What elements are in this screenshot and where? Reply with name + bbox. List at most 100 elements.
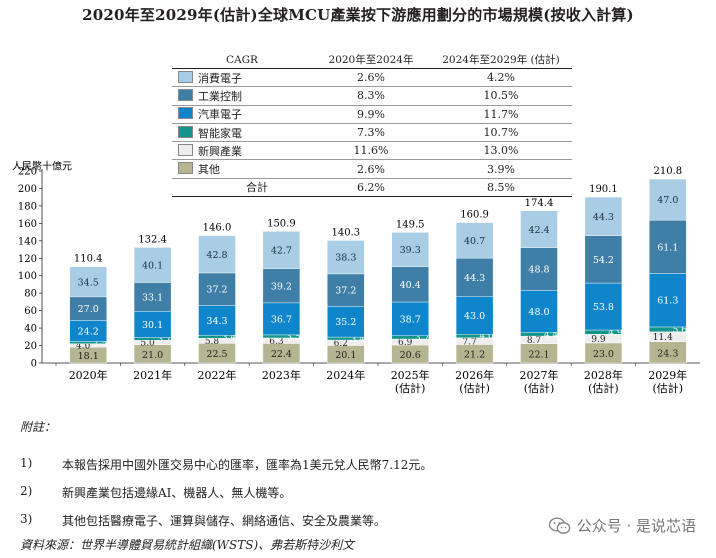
bar-segment [198, 235, 236, 274]
data-label: 38.7 [400, 314, 421, 325]
x-tick-label: 2026年 [455, 368, 494, 382]
data-label: 2.5 [93, 339, 108, 349]
data-label: 54.2 [593, 255, 614, 266]
bar-segment [262, 268, 301, 304]
bar-segment [520, 210, 558, 248]
bar-segment [69, 266, 107, 298]
x-tick-label: (估計) [653, 381, 684, 395]
bar-segment [649, 219, 687, 274]
x-tick-label: (估計) [524, 381, 555, 395]
data-label: 40.7 [464, 236, 485, 247]
data-label: 22.5 [206, 349, 227, 360]
data-label: 11.4 [653, 333, 673, 343]
data-label: 27.0 [78, 304, 99, 315]
cagr-row: 智能家電 7.3% 10.7% [172, 123, 572, 143]
bar-segment [327, 273, 365, 307]
bar-segment [391, 232, 429, 267]
x-tick-label: 2024年 [326, 368, 365, 382]
data-label: 5.6 [673, 326, 688, 336]
cagr-row: 新興產業 11.6% 13.0% [172, 141, 572, 161]
x-tick-label: 2029年 [648, 368, 687, 382]
total-label: 132.4 [138, 234, 167, 245]
total-label: 174.4 [525, 198, 554, 209]
y-axis-label: 人民幣十億元 [12, 160, 72, 172]
legend-swatch [178, 70, 193, 83]
cagr-row-name: 新興產業 [198, 144, 242, 158]
data-label: 3.4 [351, 335, 366, 345]
bar-segment [327, 306, 365, 338]
y-tick-label: 40 [24, 324, 37, 335]
bar-segment [133, 282, 172, 312]
x-tick-label: 2020年 [69, 368, 108, 382]
bar-segment [391, 301, 429, 336]
note-number: 1) [20, 456, 33, 470]
data-label: 43.0 [464, 311, 485, 322]
cagr-row-value-2020-2024: 8.3% [312, 86, 430, 106]
wechat-icon [548, 517, 571, 534]
data-label: 48.8 [528, 265, 549, 276]
x-tick-label: 2023年 [262, 368, 301, 382]
data-label: 8.7 [527, 336, 542, 346]
watermark: 公众号 · 是说芯语 [548, 515, 696, 536]
cagr-row-label: 新興產業 [172, 141, 312, 161]
data-label: 39.3 [400, 245, 421, 256]
x-tick-label: 2022年 [198, 368, 237, 382]
cagr-row-value-2020-2024: 11.6% [312, 141, 430, 161]
total-label: 160.9 [460, 210, 489, 221]
bar-segment [455, 296, 494, 335]
cagr-total-value-2024-2029: 8.5% [430, 178, 572, 198]
data-label: 23.0 [593, 349, 614, 360]
bar-segment [649, 273, 687, 328]
cagr-header-row: CAGR 2020年至2024年 2024年至2029年 (估計) [172, 52, 572, 69]
total-label: 140.3 [331, 228, 360, 239]
data-label: 47.0 [657, 195, 678, 206]
legend-swatch [178, 162, 193, 175]
cagr-row-value-2024-2029: 13.0% [430, 141, 572, 161]
total-label: 146.0 [203, 223, 232, 234]
data-label: 39.2 [271, 281, 292, 292]
bar-segment [455, 222, 494, 259]
data-label: 6.9 [398, 338, 413, 348]
note-number: 3) [20, 512, 33, 526]
cagr-row-value-2024-2029: 4.2% [430, 68, 572, 88]
x-tick-label: (估計) [395, 381, 426, 395]
x-tick-label: (估計) [588, 381, 619, 395]
data-label: 38.3 [335, 253, 356, 264]
note-text: 本報告採用中國外匯交易中心的匯率，匯率為1美元兌人民幣7.12元。 [62, 458, 433, 472]
cagr-row-value-2024-2029: 10.5% [430, 86, 572, 106]
data-label: 44.3 [593, 212, 614, 223]
total-label: 150.9 [267, 218, 296, 229]
y-tick-label: 80 [24, 289, 37, 300]
data-label: 4.4 [544, 330, 559, 340]
data-label: 53.8 [593, 302, 614, 313]
cagr-row: 消費電子 2.6% 4.2% [172, 68, 572, 88]
bar-segment [262, 302, 301, 336]
data-label: 40.1 [142, 260, 163, 271]
y-tick-label: 220 [18, 167, 37, 178]
total-label: 110.4 [74, 254, 103, 265]
cagr-total-row: 合計 6.2% 8.5% [172, 178, 572, 198]
source-note: 資料來源：世界半導體貿易統計組織(WSTS)、弗若斯特沙利文 [20, 538, 355, 552]
bar-segment [391, 266, 429, 303]
data-label: 4.0 [479, 332, 494, 342]
total-label: 149.5 [396, 220, 425, 231]
cagr-row-value-2024-2029: 3.9% [430, 159, 572, 179]
cagr-row-label: 汽車電子 [172, 105, 312, 124]
legend-swatch [178, 143, 193, 156]
cagr-row-name: 智能家電 [198, 126, 242, 140]
data-label: 37.2 [206, 285, 227, 296]
data-label: 4.0 [76, 342, 91, 352]
legend-swatch [178, 107, 193, 120]
note-text: 其他包括醫療電子、運算與儲存、網絡通信、安全及農業等。 [62, 514, 387, 528]
legend-swatch [178, 125, 193, 138]
data-label: 4.9 [608, 328, 623, 338]
data-label: 18.1 [78, 351, 99, 362]
x-tick-label: 2021年 [133, 368, 172, 382]
y-tick-label: 160 [18, 219, 37, 230]
cagr-row-name: 其他 [198, 163, 220, 177]
y-tick-label: 60 [24, 306, 37, 317]
data-label: 40.4 [400, 280, 421, 291]
data-label: 21.0 [142, 350, 163, 361]
data-label: 3.5 [286, 333, 301, 343]
data-label: 35.2 [335, 317, 356, 328]
